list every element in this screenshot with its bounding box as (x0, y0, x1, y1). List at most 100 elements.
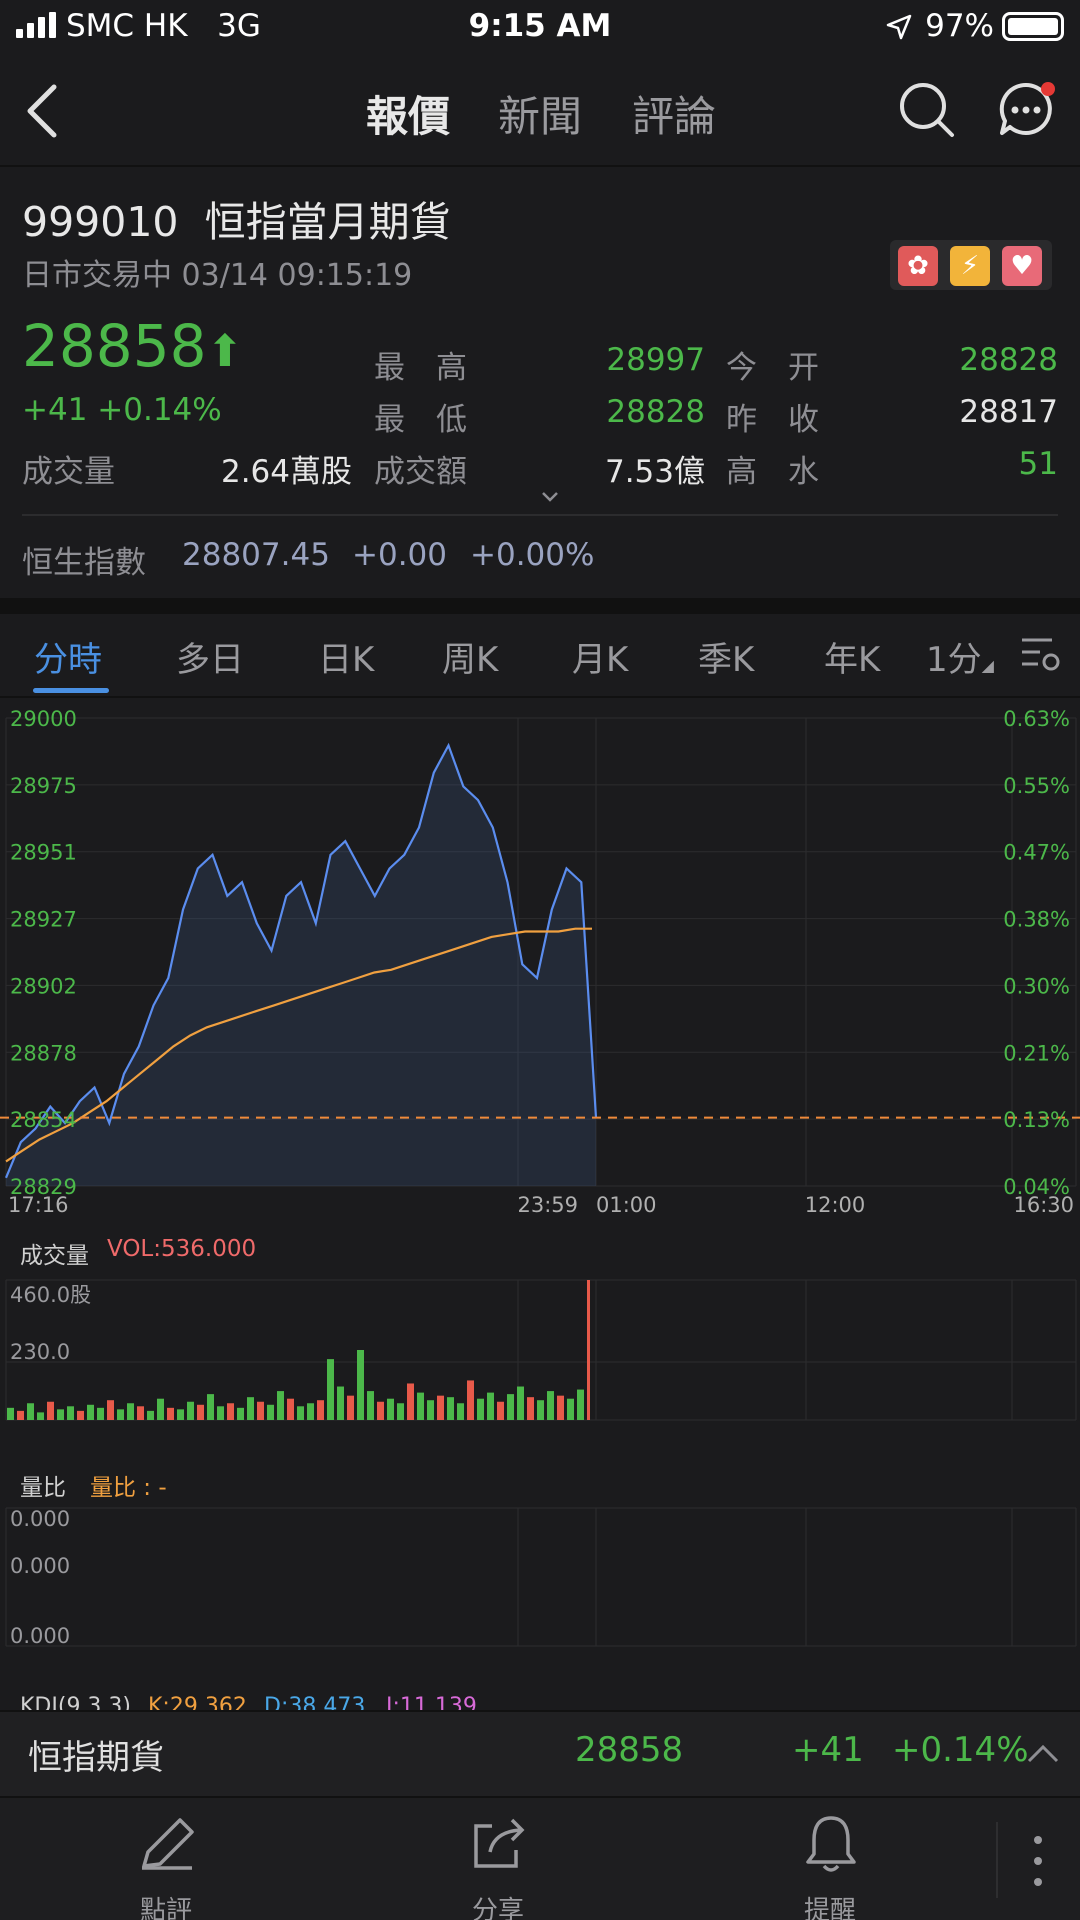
ratio-tick-label: 0.000 (10, 1507, 70, 1531)
hong-kong-flag-icon[interactable]: ✿ (898, 246, 938, 286)
y-tick-label-pct: 0.21% (1003, 1041, 1070, 1065)
ratio-tick-label: 0.000 (10, 1624, 70, 1648)
tab-comments[interactable]: 評論 (632, 92, 717, 141)
intraday-chart[interactable]: 29000 28975 28951 28927 28902 28878 28854 28829… (0, 698, 1080, 1222)
chart-tab-multi-day[interactable]: 多日 (176, 640, 244, 680)
volume-bar (587, 1280, 590, 1420)
volume-bar (127, 1403, 134, 1420)
volume-bar (557, 1395, 564, 1420)
alert-button[interactable]: 提醒 (750, 1798, 910, 1920)
comment-button[interactable]: 點評 (86, 1798, 246, 1920)
volume-bar (227, 1403, 234, 1420)
share-label: 分享 (471, 1896, 524, 1920)
search-icon[interactable] (898, 81, 956, 139)
chart-settings-icon[interactable] (1018, 632, 1062, 676)
volume-bar (267, 1404, 274, 1420)
volume-bar (487, 1392, 494, 1420)
ratio-chart[interactable]: 0.000 0.000 0.000 (0, 1500, 1080, 1650)
chart-tab-monthly-k[interactable]: 月K (572, 640, 629, 680)
volume-bar (97, 1407, 104, 1420)
stat-label-low: 最 低 (374, 402, 467, 438)
tab-quote[interactable]: 報價 (366, 92, 451, 141)
y-tick-label: 28854 (10, 1108, 77, 1132)
volume-bar (327, 1359, 334, 1420)
volume-bar (37, 1412, 44, 1420)
y-tick-label: 28975 (10, 774, 77, 798)
volume-bar (377, 1401, 384, 1420)
section-gap (0, 598, 1080, 614)
alert-label: 提醒 (803, 1896, 856, 1920)
kdj-row: KDJ(9,3,3) K:29.362 D:38.473 J:11.139 (0, 1690, 1080, 1710)
chart-tab-intraday[interactable]: 分時 (34, 640, 102, 680)
up-arrow-icon: ⬆ (206, 326, 244, 377)
price-line (4, 742, 598, 1179)
stat-value-turnover: 7.53億 (604, 454, 705, 490)
chart-tab-yearly-k[interactable]: 年K (824, 640, 881, 680)
price-change: +41 +0.14% (22, 392, 222, 428)
volume-bar (277, 1391, 284, 1420)
volume-bar (77, 1410, 84, 1420)
session-status: 日市交易中 03/14 09:15:19 (22, 258, 413, 293)
kdj-k: K:29.362 (148, 1694, 247, 1710)
volume-bar (417, 1392, 424, 1420)
volume-bar (217, 1406, 224, 1420)
expand-chevron-icon[interactable] (540, 490, 560, 504)
ticker-bar[interactable]: 恒指期貨 28858 +41 +0.14% (0, 1710, 1080, 1796)
y-tick-label: 28951 (10, 841, 77, 865)
volume-bar (447, 1397, 454, 1420)
ratio-tick-label: 0.000 (10, 1554, 70, 1578)
volume-bar (137, 1406, 144, 1420)
ticker-change: +41 (792, 1730, 864, 1770)
favorite-heart-icon[interactable]: ♥ (1002, 246, 1042, 286)
more-options-icon[interactable] (1030, 1834, 1046, 1888)
stat-label-turnover: 成交額 (374, 454, 467, 490)
volume-bar (507, 1394, 514, 1420)
hsi-value: 28807.45 (182, 537, 330, 573)
volume-bar (427, 1400, 434, 1420)
tab-news[interactable]: 新聞 (498, 92, 583, 141)
volume-chart[interactable]: 460.0股 230.0 (0, 1272, 1080, 1422)
y-tick-label-pct: 0.63% (1003, 707, 1070, 731)
stat-value-open: 28828 (959, 342, 1058, 378)
hsi-label: 恒生指數 (22, 545, 146, 581)
volume-bar (547, 1391, 554, 1420)
share-icon (474, 1818, 525, 1868)
volume-bar (307, 1403, 314, 1420)
battery-percent: 97% (925, 8, 994, 44)
chart-tab-weekly-k[interactable]: 周K (442, 640, 499, 680)
chat-bubble-icon[interactable] (996, 79, 1056, 139)
volume-value-label: VOL:536.000 (107, 1236, 257, 1262)
volume-bar (407, 1383, 414, 1420)
volume-tick-label: 230.0 (10, 1340, 70, 1364)
chart-tab-quarterly-k[interactable]: 季K (698, 640, 755, 680)
volume-bar (197, 1404, 204, 1420)
volume-bar (167, 1407, 174, 1420)
kdj-title: KDJ(9,3,3) (20, 1694, 131, 1710)
share-button[interactable]: 分享 (418, 1798, 578, 1920)
back-arrow-icon[interactable] (22, 83, 62, 139)
chart-tab-1min[interactable]: 1分◢ (926, 640, 994, 680)
location-arrow-icon (886, 14, 912, 40)
kdj-j: J:11.139 (386, 1694, 477, 1710)
y-tick-label: 28902 (10, 974, 77, 998)
chevron-up-icon[interactable] (1026, 1742, 1060, 1764)
volume-bar (457, 1403, 464, 1420)
last-price: 28858⬆ (22, 312, 244, 380)
volume-bar (147, 1410, 154, 1420)
divider (0, 696, 1080, 698)
stat-value-prev-close: 28817 (959, 394, 1058, 430)
bottom-toolbar: 點評 分享 提醒 (0, 1796, 1080, 1920)
volume-bar (477, 1398, 484, 1420)
chart-tab-daily-k[interactable]: 日K (318, 640, 375, 680)
y-tick-label: 28927 (10, 908, 77, 932)
battery-icon (1002, 12, 1064, 41)
flash-icon[interactable]: ⚡ (950, 246, 990, 286)
volume-bar (157, 1398, 164, 1420)
volume-title: 成交量 (20, 1243, 89, 1269)
x-tick-label: 17:16 (8, 1193, 69, 1217)
volume-bar (347, 1395, 354, 1420)
volume-bar (187, 1401, 194, 1420)
stat-value-low: 28828 (606, 394, 705, 430)
volume-bar (247, 1397, 254, 1420)
clock: 9:15 AM (468, 8, 612, 44)
